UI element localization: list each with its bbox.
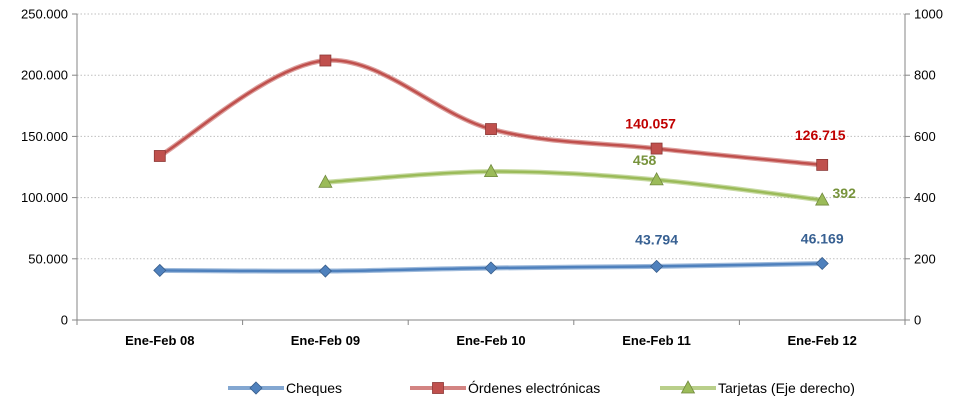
data-point xyxy=(815,256,829,271)
y-right-tick-label: 0 xyxy=(914,313,921,328)
data-point xyxy=(318,174,333,188)
y-left-tick-label: 200.000 xyxy=(21,68,68,83)
data-label: 458 xyxy=(633,152,657,168)
legend-label: Cheques xyxy=(286,380,342,396)
gridlines xyxy=(77,13,905,260)
legend-marker xyxy=(249,381,263,395)
y-right-tick-label: 1000 xyxy=(914,7,943,22)
legend: Cheques Órdenes electrónicas Tarjetas (Eje… xyxy=(228,380,855,396)
legend-item: Tarjetas (Eje derecho) xyxy=(660,380,855,396)
series-line-glow xyxy=(157,57,825,168)
y-left-tick-label: 50.000 xyxy=(28,251,68,266)
data-point xyxy=(153,263,167,277)
data-label: 43.794 xyxy=(635,231,678,247)
data-point xyxy=(485,123,497,135)
data-point xyxy=(153,150,166,162)
data-label: 46.169 xyxy=(801,230,844,246)
y-right-tick-label: 200 xyxy=(914,251,936,266)
y-left-tick-label: 150.000 xyxy=(21,129,68,144)
y-right-tick-label: 400 xyxy=(914,190,936,205)
data-label: 140.057 xyxy=(625,116,676,132)
legend-label: Órdenes electrónicas xyxy=(468,380,600,396)
data-point xyxy=(650,142,663,155)
series-line xyxy=(158,59,824,167)
x-tick-label: Ene-Feb 10 xyxy=(456,333,525,348)
legend-item: Cheques xyxy=(228,380,342,396)
legend-marker xyxy=(680,380,696,394)
series-line xyxy=(324,170,824,202)
data-point xyxy=(484,261,498,275)
data-point xyxy=(649,172,664,186)
x-tick-label: Ene-Feb 11 xyxy=(622,333,691,348)
y-left-tick-label: 100.000 xyxy=(21,190,68,205)
data-point xyxy=(650,259,664,273)
y-right-tick-label: 800 xyxy=(914,68,936,83)
legend-marker xyxy=(432,382,444,394)
data-point xyxy=(319,54,332,67)
y-right-tick-label: 600 xyxy=(914,129,936,144)
y-left-tick-label: 250.000 xyxy=(21,7,68,22)
data-label: 392 xyxy=(833,185,857,201)
x-tick-label: Ene-Feb 12 xyxy=(788,333,857,348)
data-point xyxy=(318,264,332,278)
x-tick-label: Ene-Feb 08 xyxy=(125,333,194,348)
data-point xyxy=(816,159,829,171)
series--rdenes-electr-nicas: 140.057 126.715 xyxy=(153,54,846,171)
x-tick-label: Ene-Feb 09 xyxy=(291,333,360,348)
series-tarjetas-eje-derecho-: 458 392 xyxy=(318,152,857,206)
data-label: 126.715 xyxy=(795,127,846,143)
legend-label: Tarjetas (Eje derecho) xyxy=(718,380,855,396)
data-point xyxy=(483,163,499,177)
data-point xyxy=(815,192,830,206)
legend-item: Órdenes electrónicas xyxy=(410,380,600,396)
series-cheques: 43.794 46.169 xyxy=(153,230,844,278)
y-left-tick-label: 0 xyxy=(61,313,68,328)
